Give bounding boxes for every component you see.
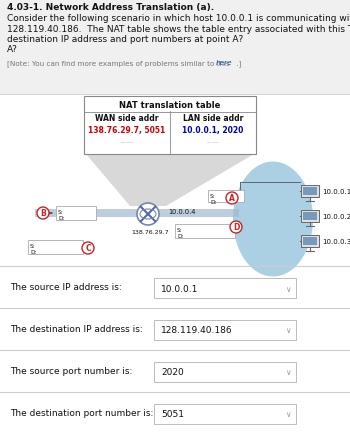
FancyBboxPatch shape [301,235,319,248]
Text: 10.0.0.3: 10.0.0.3 [322,238,350,244]
FancyBboxPatch shape [84,97,256,155]
FancyBboxPatch shape [154,362,296,382]
Text: The destination IP address is:: The destination IP address is: [10,325,143,334]
Text: S:: S: [30,243,36,248]
FancyBboxPatch shape [154,320,296,340]
Text: 10.0.0.1: 10.0.0.1 [161,284,198,293]
Text: 138.76.29.7, 5051: 138.76.29.7, 5051 [88,126,166,135]
Text: D:: D: [177,233,183,238]
Text: destination IP address and port numbers at point A?: destination IP address and port numbers … [7,35,243,44]
Text: LAN side addr: LAN side addr [183,114,243,123]
Text: 10.0.0.1, 2020: 10.0.0.1, 2020 [182,126,244,135]
Text: ∨: ∨ [285,326,291,335]
Text: [Note: You can find more examples of problems similar to this: [Note: You can find more examples of pro… [7,60,232,66]
Text: D:: D: [30,250,36,254]
FancyBboxPatch shape [303,213,317,220]
Text: S:: S: [58,210,64,214]
Text: 138.76.29.7: 138.76.29.7 [131,230,169,234]
Text: .]: .] [234,60,241,66]
Text: A: A [229,194,235,203]
Text: S:: S: [177,227,183,233]
FancyBboxPatch shape [154,278,296,298]
Text: D:: D: [58,216,64,220]
Text: ∨: ∨ [285,410,291,418]
Text: 128.119.40.186: 128.119.40.186 [161,326,233,335]
Text: 128.119.40.186.  The NAT table shows the table entry associated with this TCP fl: 128.119.40.186. The NAT table shows the … [7,24,350,33]
Circle shape [82,243,94,254]
Text: 4.03-1. Network Address Translation (a).: 4.03-1. Network Address Translation (a). [7,3,214,12]
Circle shape [37,207,49,220]
Text: The source port number is:: The source port number is: [10,367,132,376]
Circle shape [226,193,238,204]
Text: ------: ------ [206,140,220,145]
Text: D:: D: [210,200,217,204]
Text: B: B [40,209,46,218]
Text: ∨: ∨ [285,368,291,377]
FancyBboxPatch shape [301,185,319,198]
Polygon shape [86,155,254,207]
Text: ∨: ∨ [285,284,291,293]
Text: The destination port number is:: The destination port number is: [10,408,153,418]
Text: A?: A? [7,46,18,54]
Circle shape [137,204,159,226]
Text: here: here [216,60,233,66]
Text: D: D [233,223,239,232]
Text: WAN side addr: WAN side addr [95,114,159,123]
Text: 10.0.0.2: 10.0.0.2 [322,214,350,220]
Text: The source IP address is:: The source IP address is: [10,283,122,292]
FancyBboxPatch shape [56,206,96,221]
Text: 2020: 2020 [161,368,184,377]
FancyBboxPatch shape [301,210,319,223]
FancyBboxPatch shape [303,237,317,246]
FancyBboxPatch shape [175,224,235,239]
Ellipse shape [233,162,313,277]
Text: 10.0.0.1: 10.0.0.1 [322,188,350,194]
FancyBboxPatch shape [303,187,317,196]
FancyBboxPatch shape [159,210,239,217]
Text: C: C [85,244,91,253]
FancyBboxPatch shape [35,210,145,217]
Circle shape [230,221,242,233]
Text: ------: ------ [120,140,134,145]
FancyBboxPatch shape [0,95,350,266]
FancyBboxPatch shape [0,266,350,434]
Text: 5051: 5051 [161,410,184,418]
Text: NAT translation table: NAT translation table [119,101,221,110]
Text: 10.0.0.4: 10.0.0.4 [168,208,196,214]
Text: S:: S: [210,194,216,198]
FancyBboxPatch shape [154,404,296,424]
FancyBboxPatch shape [28,240,83,255]
Text: Consider the following scenario in which host 10.0.0.1 is communicating with an : Consider the following scenario in which… [7,14,350,23]
FancyBboxPatch shape [208,190,244,203]
